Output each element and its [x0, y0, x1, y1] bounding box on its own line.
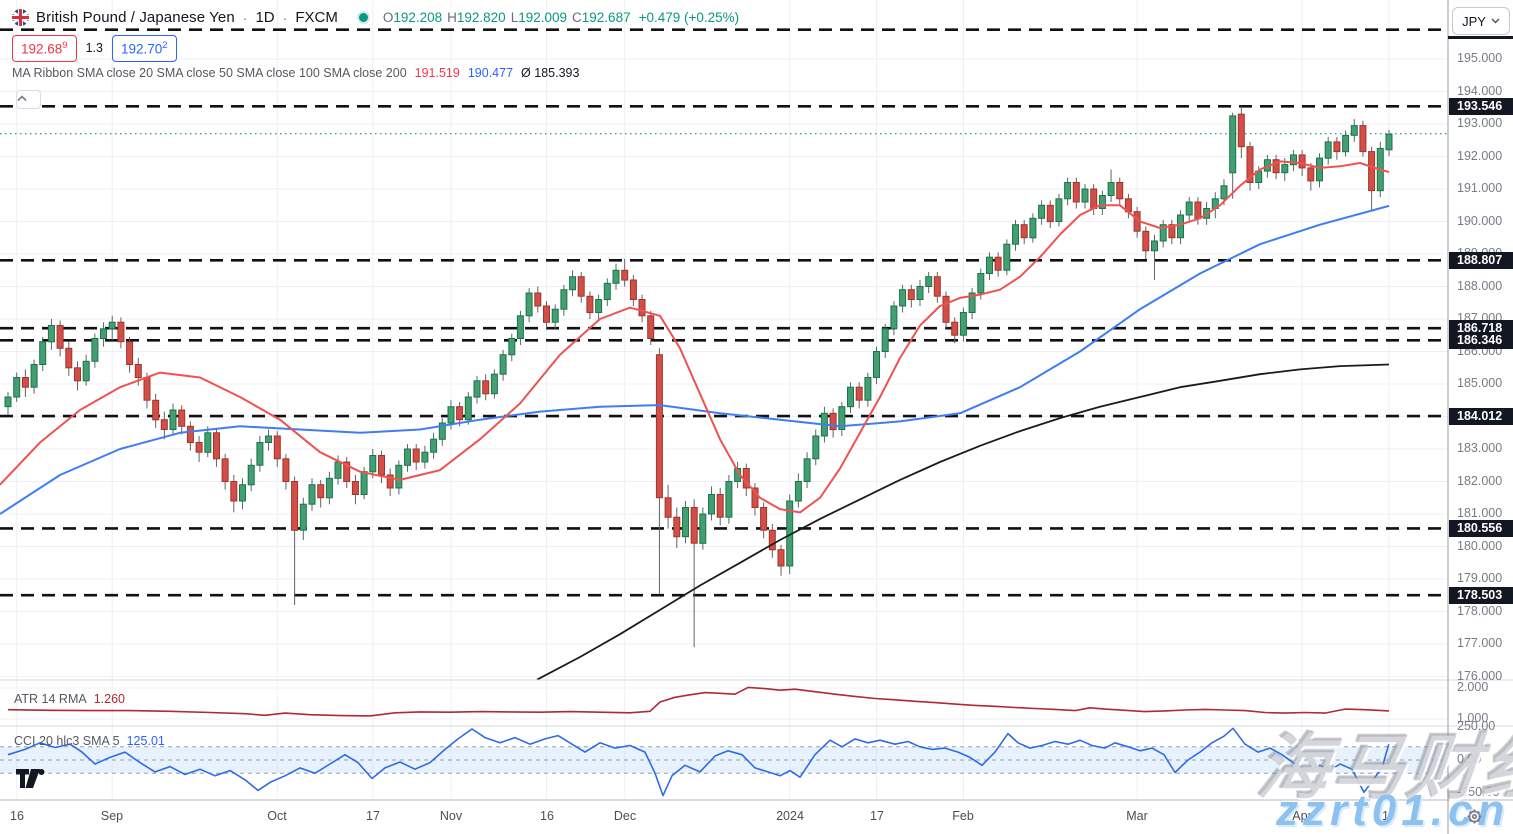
- level-price-tag: 178.503: [1449, 587, 1513, 604]
- time-tick-label: Oct: [267, 809, 287, 823]
- price-tick-label: 192.000: [1457, 149, 1503, 163]
- price-tick-label: 182.000: [1457, 474, 1503, 488]
- level-price-tag: 186.346: [1449, 332, 1513, 349]
- buy-button[interactable]: 192.702: [111, 35, 177, 62]
- tradingview-logo[interactable]: [16, 769, 46, 788]
- price-tick-label: 194.000: [1457, 84, 1503, 98]
- atr-label: ATR 14 RMA: [14, 692, 87, 706]
- sell-button[interactable]: 192.689: [12, 35, 77, 62]
- open-value: 192.208: [393, 10, 443, 25]
- cci-tick-label: 250.00: [1457, 719, 1496, 733]
- axis-highlight-bar: [1448, 36, 1513, 39]
- cci-tick-label: -250.00: [1457, 785, 1500, 799]
- time-tick-label: Apr: [1292, 809, 1312, 823]
- exchange-label[interactable]: FXCM: [295, 9, 338, 26]
- time-tick-label: Mar: [1126, 809, 1148, 823]
- price-tick-label: 180.000: [1457, 539, 1503, 553]
- price-tick-label: 178.000: [1457, 604, 1503, 618]
- cci-value: 125.01: [126, 734, 165, 748]
- time-tick-label: 16: [540, 809, 554, 823]
- ma-ribbon-label: MA Ribbon SMA close 20 SMA close 50 SMA …: [12, 66, 407, 80]
- price-tick-label: 177.000: [1457, 636, 1503, 650]
- price-tick-label: 193.000: [1457, 116, 1503, 130]
- time-tick-label: Dec: [613, 809, 637, 823]
- separator-dot: ·: [282, 9, 288, 26]
- ohlc-readout: O192.208 H192.820 L192.009 C192.687 +0.4…: [382, 10, 740, 25]
- time-tick-label: Feb: [952, 809, 974, 823]
- price-tick-label: 181.000: [1457, 506, 1503, 520]
- level-price-tag: 184.012: [1449, 408, 1513, 425]
- price-tick-label: 191.000: [1457, 181, 1503, 195]
- chevron-down-icon: [1491, 18, 1500, 24]
- gbp-flag-icon: [12, 9, 29, 26]
- level-price-tag: 180.556: [1449, 520, 1513, 537]
- interval-label[interactable]: 1D: [255, 9, 275, 26]
- close-value: 192.687: [581, 10, 631, 25]
- price-tick-label: 185.000: [1457, 376, 1503, 390]
- time-tick-label: 16: [1382, 809, 1396, 823]
- high-value: 192.820: [456, 10, 506, 25]
- price-tick-label: 190.000: [1457, 214, 1503, 228]
- market-open-icon: [358, 13, 368, 22]
- chart-header: British Pound / Japanese Yen · 1D · FXCM…: [12, 9, 739, 26]
- time-tick-label: Sep: [100, 809, 124, 823]
- time-tick-label: Nov: [439, 809, 463, 823]
- atr-tick-label: 1.000: [1457, 711, 1489, 725]
- time-tick-label: 17: [366, 809, 380, 823]
- level-price-tag: 193.546: [1449, 98, 1513, 115]
- spread-value: 1.3: [85, 41, 103, 56]
- price-tick-label: 195.000: [1457, 51, 1503, 65]
- time-tick-label: 16: [10, 809, 24, 823]
- cci-tick-label: 0.00: [1457, 752, 1482, 766]
- level-price-tag: 188.807: [1449, 252, 1513, 269]
- cci-label: CCI 20 hlc3 SMA 5: [14, 734, 120, 748]
- collapse-legend-button[interactable]: [16, 90, 41, 109]
- separator-dot: ·: [242, 9, 248, 26]
- time-tick-label: 2024: [776, 809, 804, 823]
- symbol-name[interactable]: British Pound / Japanese Yen: [36, 9, 235, 26]
- price-tick-label: 183.000: [1457, 441, 1503, 455]
- atr-tick-label: 2.000: [1457, 680, 1489, 694]
- currency-label: JPY: [1462, 13, 1486, 29]
- ma-ribbon-legend[interactable]: MA Ribbon SMA close 20 SMA close 50 SMA …: [12, 66, 579, 80]
- sma20-value: 191.519: [414, 66, 460, 80]
- price-tick-label: 188.000: [1457, 279, 1503, 293]
- bid-ask-row: 192.689 1.3 192.702: [12, 35, 177, 62]
- change-value: +0.479 (+0.25%): [638, 10, 740, 25]
- sma50-value: 190.477: [467, 66, 514, 80]
- time-tick-label: 17: [870, 809, 884, 823]
- cci-legend[interactable]: CCI 20 hlc3 SMA 5 125.01: [14, 734, 165, 748]
- price-tick-label: 176.000: [1457, 669, 1503, 683]
- atr-legend[interactable]: ATR 14 RMA 1.260: [14, 692, 125, 706]
- low-value: 192.009: [518, 10, 568, 25]
- currency-selector[interactable]: JPY: [1452, 7, 1510, 35]
- price-tick-label: 179.000: [1457, 571, 1503, 585]
- ma-average-value: Ø 185.393: [521, 66, 580, 80]
- atr-value: 1.260: [93, 692, 125, 706]
- axis-settings-gear-icon[interactable]: [1466, 808, 1483, 825]
